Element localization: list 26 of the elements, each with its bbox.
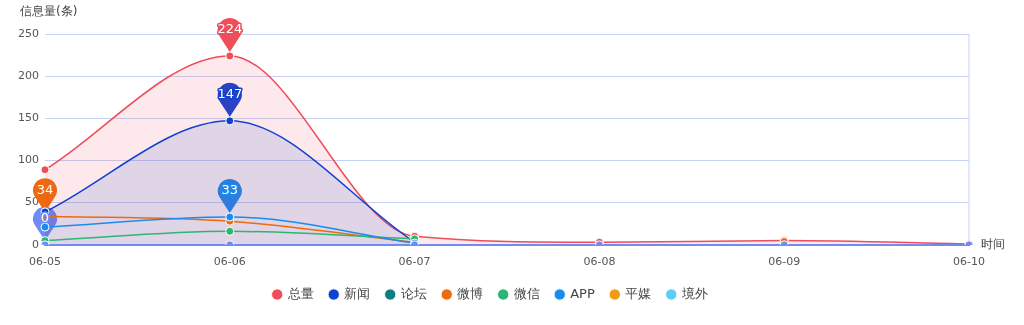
legend-label: 微信: [513, 285, 540, 301]
x-axis-title: 时间: [981, 236, 1005, 251]
legend-label: 总量: [286, 285, 314, 301]
legend-label: 新闻: [344, 285, 371, 301]
data-label: 34: [36, 181, 54, 197]
legend-label: 平媒: [625, 285, 652, 301]
x-tick-label: 06-10: [953, 255, 985, 269]
legend-label: 境外: [680, 285, 708, 301]
y-tick-label: 150: [18, 111, 39, 125]
data-label: 147: [217, 86, 243, 102]
data-label: 224: [217, 21, 243, 37]
x-tick-label: 06-09: [768, 255, 801, 269]
y-tick-label: 250: [18, 26, 39, 40]
x-tick-label: 06-07: [398, 255, 431, 269]
y-tick-label: 100: [18, 153, 39, 167]
y-tick-label: 0: [32, 237, 39, 251]
legend-label: 论坛: [400, 285, 427, 301]
x-tick-label: 06-08: [583, 255, 616, 269]
legend-label: APP: [570, 285, 595, 301]
data-label: 0: [40, 210, 50, 226]
y-tick-label: 200: [18, 69, 39, 83]
x-tick-label: 06-05: [29, 255, 61, 269]
x-tick-label: 06-06: [213, 255, 246, 269]
legend-label: 微博: [457, 285, 484, 301]
y-axis-title: 信息量(条): [20, 4, 78, 19]
data-label: 33: [221, 182, 239, 198]
